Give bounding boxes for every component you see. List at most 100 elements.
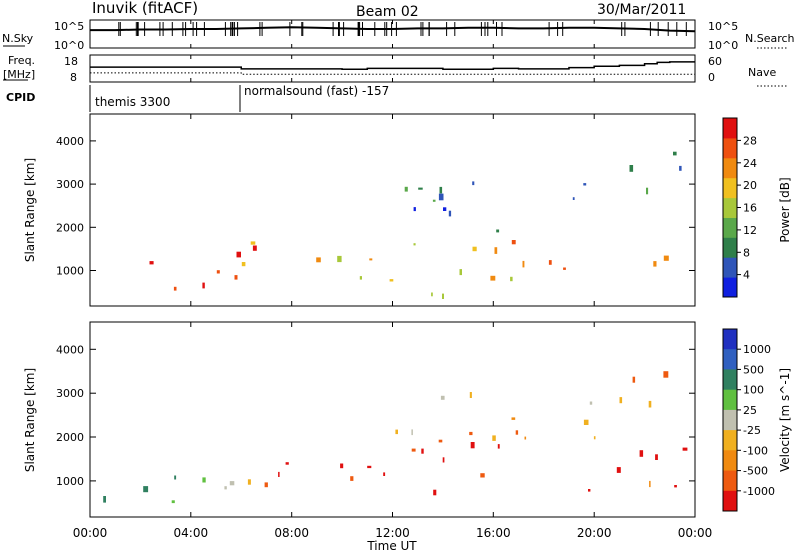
velocity-heatmap <box>103 371 688 504</box>
power-colorbar: 4 8 12 16 20 24 28 <box>722 117 757 298</box>
heatmap-cell <box>216 270 220 274</box>
freq-left-tick-top: 18 <box>64 55 78 68</box>
cpid-segment-2: normalsound (fast) -157 <box>244 84 389 98</box>
noise-panel: N.Sky 10^5 10^0 10^5 10^0 N.Search <box>2 19 795 52</box>
heatmap-cell <box>548 260 552 265</box>
heatmap-cell <box>413 207 416 212</box>
heatmap-cell <box>459 269 462 276</box>
heatmap-cell <box>432 199 436 202</box>
colorbar-tick-label: 20 <box>743 179 757 192</box>
colorbar-tick-label: 25 <box>743 404 757 417</box>
xtick-label: 00:00 <box>73 526 108 540</box>
heatmap-cell <box>395 429 398 435</box>
colorbar-swatch <box>723 237 737 258</box>
heatmap-cell <box>682 447 688 451</box>
heatmap-cell <box>497 444 500 449</box>
velocity-colorbar-label: Velocity [m s^-1] <box>778 368 792 472</box>
colorbar-tick-label: 24 <box>743 157 757 170</box>
power-yticks: 1000 2000 3000 4000 <box>56 135 695 278</box>
heatmap-cell <box>442 457 445 463</box>
ytick-label: 4000 <box>56 343 84 356</box>
colorbar-swatch <box>723 137 737 159</box>
heatmap-cell <box>340 463 344 469</box>
heatmap-cell <box>202 477 206 483</box>
noise-left-tick-bottom: 10^0 <box>54 39 84 52</box>
heatmap-cell <box>443 207 447 211</box>
colorbar-swatch <box>723 470 737 492</box>
colorbar-tick-label: -25 <box>743 424 761 437</box>
heatmap-cell <box>469 431 473 436</box>
colorbar-tick-label: 500 <box>743 363 764 376</box>
heatmap-cell <box>492 435 496 441</box>
heatmap-cell <box>649 480 651 488</box>
heatmap-cell <box>439 186 443 194</box>
heatmap-cell <box>224 486 227 490</box>
colorbar-swatch <box>723 277 737 298</box>
heatmap-cell <box>442 293 444 299</box>
colorbar-tick-label: 8 <box>743 246 750 259</box>
colorbar-swatch <box>723 430 737 451</box>
heatmap-cell <box>174 475 177 480</box>
heatmap-cell <box>511 240 516 245</box>
heatmap-cell <box>639 450 644 457</box>
heatmap-cell <box>524 436 527 440</box>
heatmap-cell <box>389 279 394 282</box>
heatmap-cell <box>619 397 623 404</box>
heatmap-cell <box>510 276 513 282</box>
noise-right-label: N.Search <box>745 32 795 45</box>
velocity-colorbar: 1000 500 100 25 -25 -100 -500 -1000 <box>722 328 775 512</box>
colorbar-swatch <box>723 389 737 411</box>
colorbar-swatch <box>723 329 737 350</box>
colorbar-tick-label: -100 <box>743 444 768 457</box>
heatmap-cell <box>278 471 280 477</box>
heatmap-cell <box>367 465 372 469</box>
heatmap-cell <box>173 286 177 291</box>
heatmap-cell <box>563 267 566 270</box>
ytick-label: 1000 <box>56 475 84 488</box>
heatmap-cell <box>472 181 475 186</box>
ytick-label: 3000 <box>56 178 84 191</box>
xtick-label: 08:00 <box>274 526 309 540</box>
colorbar-swatch <box>723 450 737 471</box>
colorbar-swatch <box>723 257 737 278</box>
noise-right-tick-top: 10^5 <box>708 20 738 33</box>
heatmap-cell <box>149 261 154 265</box>
heatmap-cell <box>674 485 677 488</box>
heatmap-cell <box>494 247 498 254</box>
power-heatmap <box>149 151 682 299</box>
heatmap-cell <box>632 376 636 383</box>
heatmap-cell <box>247 479 251 485</box>
heatmap-cell <box>418 187 423 190</box>
xtick-label: 16:00 <box>476 526 511 540</box>
nave-right-tick-bottom: 0 <box>708 71 715 84</box>
velocity-panel: 1000 2000 3000 4000 Slant Range [km] 1000 50… <box>23 321 792 518</box>
heatmap-cell <box>589 401 593 405</box>
colorbar-swatch <box>723 217 737 238</box>
heatmap-cell <box>438 193 444 201</box>
velocity-ylabel: Slant Range [km] <box>23 368 37 472</box>
heatmap-cell <box>522 260 525 268</box>
power-panel: 1000 2000 3000 4000 Slant Range [km] 4 8 12 16… <box>23 113 792 307</box>
nave-line <box>90 61 695 71</box>
heatmap-cell <box>359 276 362 280</box>
x-axis-ticks: 00:00 04:00 08:00 12:00 16:00 20:00 00:00 <box>73 20 713 540</box>
xtick-label: 04:00 <box>174 526 209 540</box>
heatmap-cell <box>663 255 669 261</box>
heatmap-cell <box>411 429 413 436</box>
date-title: 30/Mar/2011 <box>597 2 686 18</box>
heatmap-cell <box>616 467 621 473</box>
cpid-segment-1: themis 3300 <box>95 95 170 109</box>
colorbar-swatch <box>723 490 737 512</box>
nave-right-tick-top: 60 <box>708 55 722 68</box>
heatmap-cell <box>383 472 386 476</box>
xtick-label: 00:00 <box>678 526 713 540</box>
heatmap-cell <box>143 486 149 493</box>
heatmap-cell <box>421 448 424 454</box>
colorbar-swatch <box>723 369 737 391</box>
heatmap-cell <box>469 392 472 398</box>
x-axis-label: Time UT <box>366 539 417 553</box>
frequency-series <box>90 61 695 75</box>
heatmap-cell <box>588 489 591 492</box>
heatmap-cell <box>103 496 106 503</box>
